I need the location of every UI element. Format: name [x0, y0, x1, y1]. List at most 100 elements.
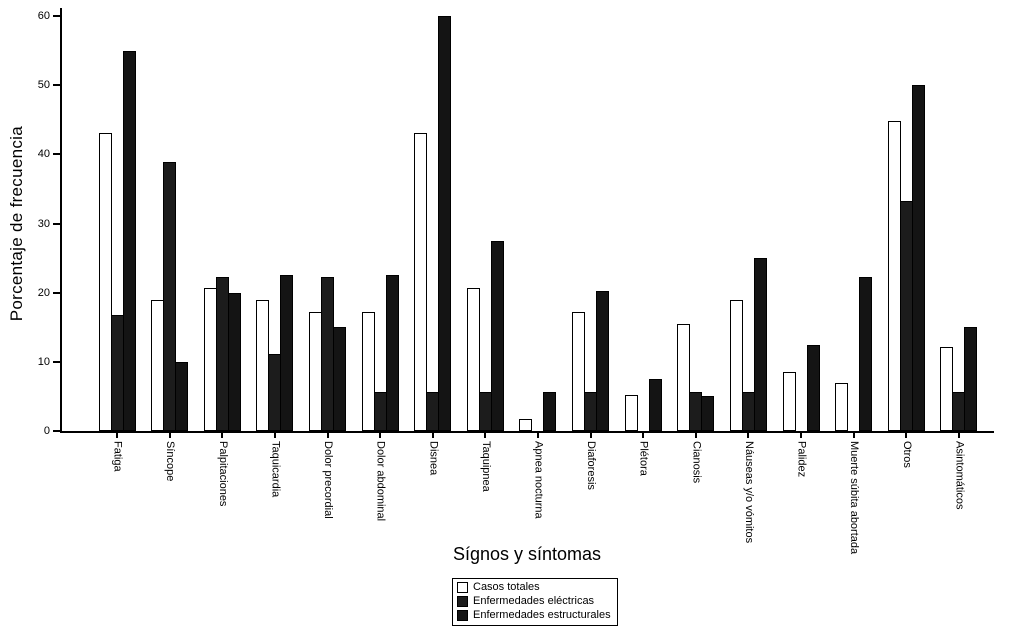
y-tick-label: 30: [37, 217, 50, 230]
legend-label: Enfermedades eléctricas: [473, 595, 595, 607]
bar-group: [203, 16, 241, 431]
category-group: Taquicardia: [255, 16, 294, 554]
category-group: Plétora: [624, 16, 663, 554]
legend-swatch: [457, 582, 468, 593]
y-tick-label: 20: [37, 286, 50, 299]
legend-item: Enfermedades eléctricas: [457, 595, 611, 608]
bar: [163, 162, 177, 431]
x-tick-label: Asintomáticos: [953, 441, 966, 510]
x-tick: [589, 431, 592, 438]
bar: [543, 392, 557, 431]
x-tick: [642, 431, 645, 438]
bar: [361, 312, 375, 431]
bar: [729, 300, 743, 431]
y-tick: [53, 222, 60, 225]
x-tick-label: Fatiga: [111, 441, 124, 472]
bar: [835, 383, 849, 431]
x-tick-label: Palpitaciones: [216, 441, 229, 507]
bar-group: [624, 16, 662, 431]
y-tick-label: 0: [43, 425, 50, 437]
category-group: Síncope: [150, 16, 189, 554]
x-tick-label: Otros: [900, 441, 913, 468]
x-tick-label: Disnea: [427, 441, 440, 476]
category-group: Disnea: [413, 16, 452, 554]
bar-group: [729, 16, 767, 431]
category-group: Muerte súbita abortada: [834, 16, 873, 554]
x-tick-label: Diaforesis: [585, 441, 598, 490]
x-tick-label: Muerte súbita abortada: [848, 441, 861, 555]
bar: [806, 345, 820, 431]
x-tick: [221, 431, 224, 438]
x-tick-label: Náuseas y/o vómitos: [742, 441, 755, 544]
x-tick: [273, 431, 276, 438]
y-axis-line: [60, 8, 62, 433]
category-group: Diaforesis: [571, 16, 610, 554]
bar: [175, 362, 189, 431]
y-tick: [53, 153, 60, 156]
category-group: Palidez: [782, 16, 821, 554]
category-group: Asintomáticos: [939, 16, 978, 554]
y-tick-label: 50: [37, 79, 50, 92]
bar: [701, 396, 715, 431]
bar: [333, 327, 347, 431]
category-group: Náuseas y/o vómitos: [729, 16, 768, 554]
y-tick: [53, 84, 60, 87]
legend-label: Enfermedades estructurales: [473, 609, 611, 621]
x-tick: [431, 431, 434, 438]
category-group: Palpitaciones: [203, 16, 242, 554]
x-tick: [852, 431, 855, 438]
bar: [490, 241, 504, 431]
x-tick-label: Taquipnea: [479, 441, 492, 492]
bar: [859, 277, 873, 431]
x-tick-label: Plétora: [637, 441, 650, 476]
legend-swatch: [457, 610, 468, 621]
category-group: Otros: [887, 16, 926, 554]
bar-group: [466, 16, 504, 431]
bar-group: [940, 16, 978, 431]
bar-group: [572, 16, 610, 431]
x-tick-label: Dolor abdominal: [374, 441, 387, 522]
bar-group: [256, 16, 294, 431]
y-tick-label: 40: [37, 148, 50, 161]
x-tick: [536, 431, 539, 438]
bar: [98, 133, 112, 431]
x-tick: [694, 431, 697, 438]
x-tick-label: Dolor precordial: [322, 441, 335, 519]
x-tick-label: Palidez: [795, 441, 808, 478]
y-tick-label: 60: [37, 10, 50, 22]
category-group: Fatiga: [98, 16, 137, 554]
x-axis-title: Sígnos y síntomas: [452, 544, 602, 564]
bar: [911, 85, 925, 431]
y-tick: [53, 15, 60, 17]
bar: [624, 395, 638, 431]
bar: [414, 133, 428, 431]
bar: [280, 275, 294, 431]
bar-group: [519, 16, 557, 431]
bar: [438, 16, 452, 431]
x-tick-label: Apnea nocturna: [532, 441, 545, 519]
x-axis-line: [60, 431, 994, 433]
plot-area: Fatiga Síncope Palpitaciones Taquicardia Dol…: [62, 16, 992, 554]
y-tick: [53, 291, 60, 294]
x-tick: [326, 431, 329, 438]
bar-group: [887, 16, 925, 431]
x-tick-label: Taquicardia: [269, 441, 282, 498]
y-tick: [53, 430, 60, 432]
bar-group: [151, 16, 189, 431]
category-group: Apnea nocturna: [518, 16, 557, 554]
bar-group: [98, 16, 136, 431]
category-group: Dolor abdominal: [361, 16, 400, 554]
x-tick: [484, 431, 487, 438]
y-tick: [53, 360, 60, 363]
bar: [519, 419, 533, 431]
bar: [385, 275, 399, 431]
bar-group: [835, 16, 873, 431]
legend-item: Casos totales: [457, 581, 611, 594]
bar: [596, 291, 610, 431]
x-tick: [168, 431, 171, 438]
bar: [940, 347, 954, 431]
bar: [466, 288, 480, 431]
bar: [753, 258, 767, 431]
bar-group: [677, 16, 715, 431]
